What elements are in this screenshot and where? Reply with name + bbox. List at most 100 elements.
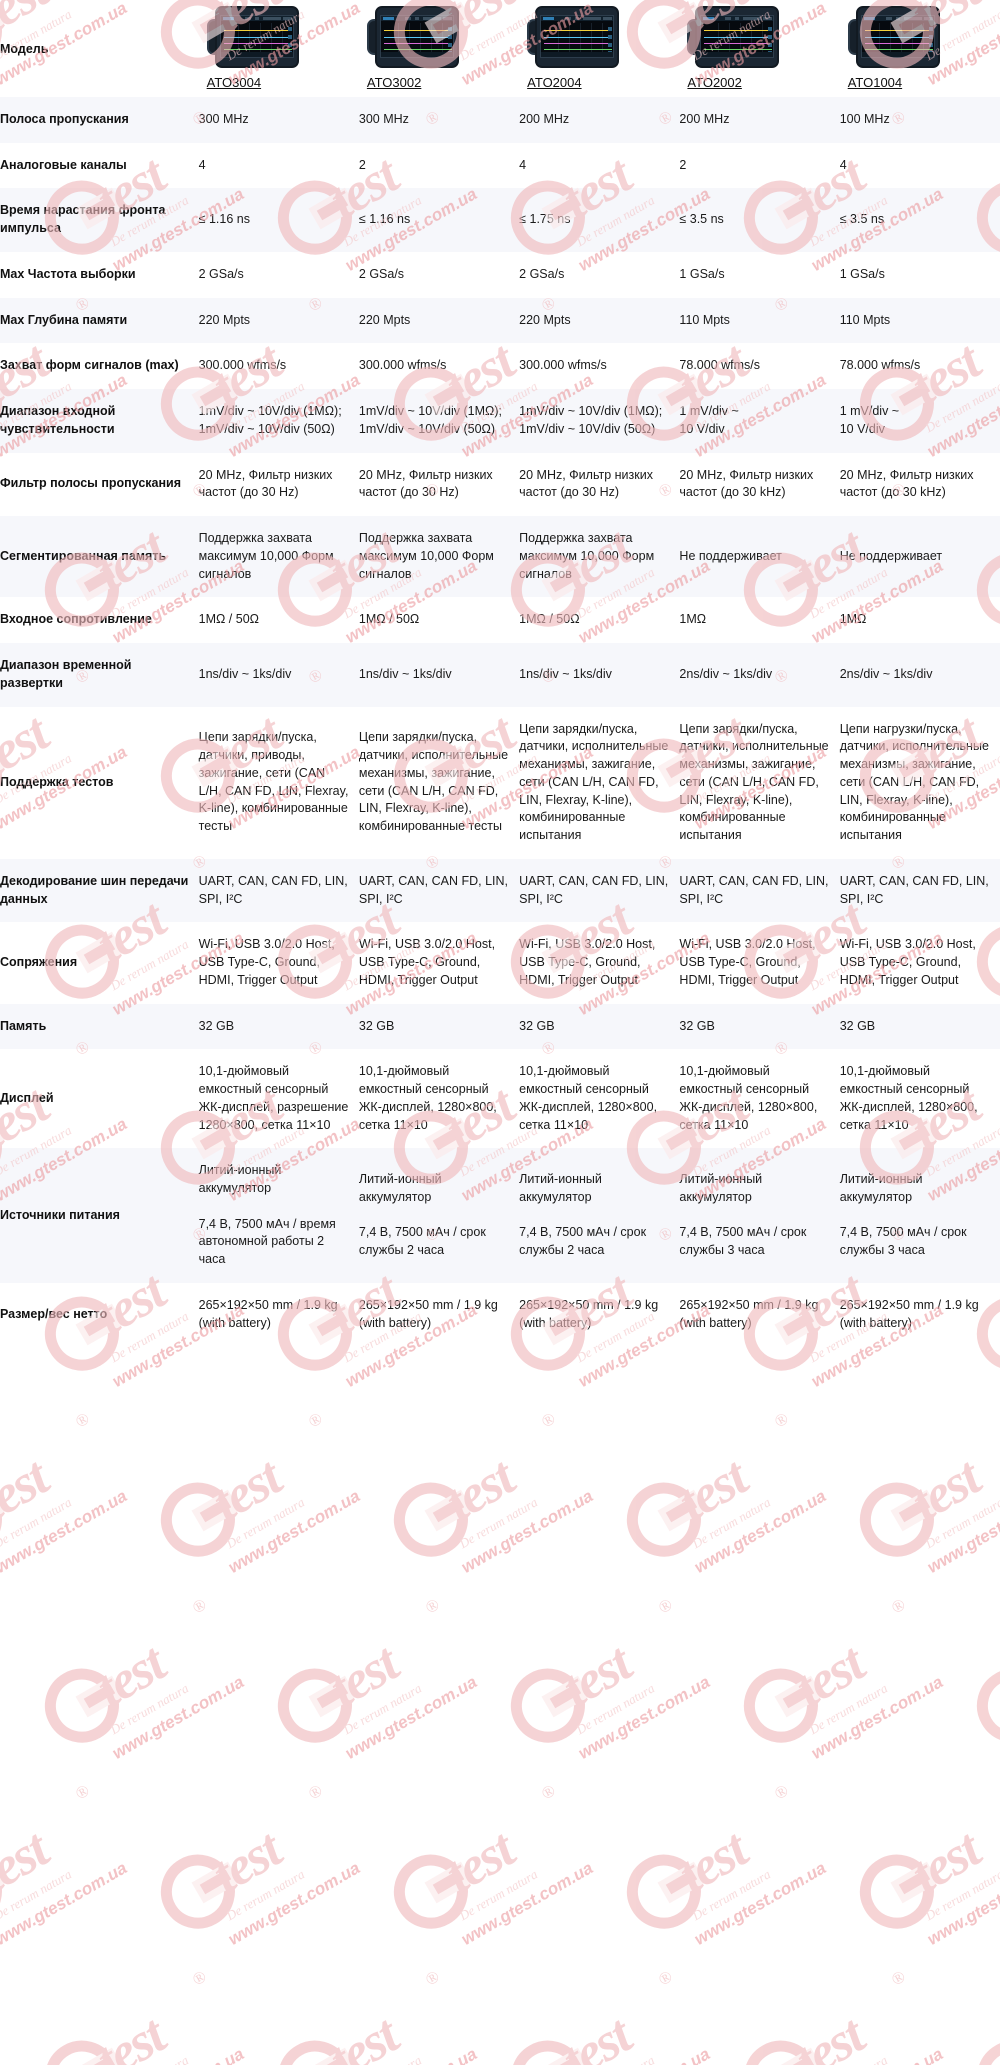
table-cell: Литий-ионный аккумулятор 7,4 В, 7500 мАч… [519,1148,680,1283]
table-cell: 2 [679,142,840,189]
table-cell: 4 [198,142,359,189]
oscilloscope-thumbnail-icon [687,6,780,68]
table-row: Диапазон временной развертки 1ns/div ~ 1k… [0,643,1000,707]
model-name-link[interactable]: ATO2002 [687,75,742,90]
table-cell: 10,1-дюймовый емкостный сенсорный ЖК-дис… [358,1049,520,1149]
table-row-model-header: Модель ATO3004 ATO3002 ATO2004 ATO2002 ATO100… [0,0,1000,97]
table-cell: 2 [358,142,520,189]
model-name-link[interactable]: ATO2004 [527,75,582,90]
table-cell: 20 MHz, Фильтр низких частот (до 30 Hz) [519,452,680,516]
table-cell: 100 MHz [839,96,1000,143]
table-cell: UART, CAN, CAN FD, LIN, SPI, I²C [519,858,680,923]
table-cell: 300 MHz [198,96,359,143]
table-row: Захват форм сигналов (max) 300.000 wfms/s… [0,343,1000,389]
table-cell: Wi-Fi, USB 3.0/2.0 Host, USB Type-C, Gro… [358,922,520,1004]
table-cell: 300.000 wfms/s [198,343,359,389]
table-cell: 2ns/div ~ 1ks/div [839,643,1000,707]
table-cell: 200 MHz [679,96,840,143]
table-cell: Литий-ионный аккумулятор 7,4 В, 7500 мАч… [839,1148,1000,1283]
table-row: Декодирование шин передачи данных UART, C… [0,858,1000,923]
table-row: Max Глубина памяти 220 Mpts 220 Mpts 220 Mp… [0,297,1000,344]
table-cell: 1mV/div ~ 10V/div (1MΩ); 1mV/div ~ 10V/d… [198,389,359,453]
table-cell: Не поддерживает [839,516,1000,598]
table-row: Размер/вес нетто 265×192×50 mm / 1.9 kg (… [0,1282,1000,1347]
table-cell: Поддержка захвата максимум 10,000 Форм с… [358,516,520,598]
table-cell: Цепи зарядки/пуска, датчики, исполнитель… [519,706,680,859]
model-column-ato2004: ATO2004 [519,0,680,97]
table-cell: UART, CAN, CAN FD, LIN, SPI, I²C [358,858,520,923]
table-cell: 265×192×50 mm / 1.9 kg (with battery) [198,1282,359,1347]
row-label: Диапазон входной чувствительности [0,389,199,453]
table-cell: Цепи зарядки/пуска, датчики, приводы, за… [198,706,359,859]
table-row: Фильтр полосы пропускания 20 MHz, Фильтр … [0,452,1000,516]
table-row: Память 32 GB 32 GB 32 GB 32 GB 32 GB [0,1003,1000,1050]
table-cell: 1ns/div ~ 1ks/div [519,643,680,707]
model-name-link[interactable]: ATO1004 [847,75,903,90]
table-cell: 1MΩ [679,597,840,643]
row-label: Сегментированная память [0,516,199,598]
row-label: Время нарастания фронта импульса [0,188,199,252]
row-label: Размер/вес нетто [0,1282,199,1347]
table-cell: 1 GSa/s [839,251,1000,298]
table-row: Источники питания Литий-ионный аккумулято… [0,1148,1000,1283]
row-label: Сопряжения [0,922,199,1004]
row-label: Дисплей [0,1049,199,1149]
table-cell: 1MΩ / 50Ω [198,597,359,643]
model-name-link[interactable]: ATO3004 [206,75,262,90]
table-cell: 300.000 wfms/s [519,343,680,389]
table-cell: 2 GSa/s [358,251,520,298]
table-cell: UART, CAN, CAN FD, LIN, SPI, I²C [198,858,359,923]
row-label: Диапазон временной развертки [0,643,199,707]
table-cell: 1 mV/div ~ 10 V/div [679,389,840,453]
oscilloscope-thumbnail-icon [527,6,620,68]
table-cell: 300.000 wfms/s [358,343,520,389]
model-name-link[interactable]: ATO3002 [366,75,422,90]
table-cell: ≤ 1.75 ns [519,188,680,252]
table-cell: 32 GB [679,1003,840,1050]
row-label: Max Глубина памяти [0,297,199,344]
table-cell: Поддержка захвата максимум 10,000 Форм с… [198,516,359,598]
table-cell: 1MΩ [839,597,1000,643]
row-label: Max Частота выборки [0,251,199,298]
oscilloscope-thumbnail-icon [206,6,299,68]
table-row: Max Частота выборки 2 GSa/s 2 GSa/s 2 GSa/s… [0,251,1000,298]
table-cell: ≤ 3.5 ns [839,188,1000,252]
table-cell: 78.000 wfms/s [679,343,840,389]
table-cell: 1ns/div ~ 1ks/div [198,643,359,707]
spec-comparison-table-wrapper: Модель ATO3004 ATO3002 ATO2004 ATO2002 ATO100… [0,0,1000,1347]
table-cell: UART, CAN, CAN FD, LIN, SPI, I²C [839,858,1000,923]
table-cell: 4 [839,142,1000,189]
table-cell: Wi-Fi, USB 3.0/2.0 Host, USB Type-C, Gro… [839,922,1000,1004]
row-label: Поддержка тестов [0,706,199,859]
table-cell: Цепи зарядки/пуска, датчики, исполнитель… [679,706,840,859]
table-cell: Цепи зарядки/пуска, датчики, исполнитель… [358,706,520,859]
model-column-ato1004: ATO1004 [839,0,1000,97]
table-cell: ≤ 3.5 ns [679,188,840,252]
table-cell: 1ns/div ~ 1ks/div [358,643,520,707]
table-cell: 10,1-дюймовый емкостный сенсорный ЖК-дис… [839,1049,1000,1149]
table-cell: Wi-Fi, USB 3.0/2.0 Host, USB Type-C, Gro… [519,922,680,1004]
table-cell: 1MΩ / 50Ω [358,597,520,643]
table-row: Поддержка тестов Цепи зарядки/пуска, датч… [0,706,1000,859]
table-cell: 1 GSa/s [679,251,840,298]
table-cell: UART, CAN, CAN FD, LIN, SPI, I²C [679,858,840,923]
table-cell: 265×192×50 mm / 1.9 kg (with battery) [358,1282,520,1347]
table-cell: ≤ 1.16 ns [358,188,520,252]
table-cell: 4 [519,142,680,189]
table-cell: 1MΩ / 50Ω [519,597,680,643]
table-cell: 265×192×50 mm / 1.9 kg (with battery) [679,1282,840,1347]
table-cell: 1 mV/div ~ 10 V/div [839,389,1000,453]
table-cell: Wi-Fi, USB 3.0/2.0 Host, USB Type-C, Gro… [198,922,359,1004]
